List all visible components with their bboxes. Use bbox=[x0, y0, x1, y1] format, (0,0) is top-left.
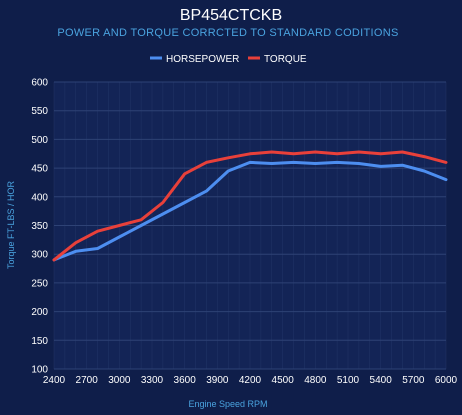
x-tick-label: 4800 bbox=[304, 375, 327, 386]
grid bbox=[53, 81, 447, 370]
x-tick-label: 3900 bbox=[206, 375, 229, 386]
y-tick-label: 300 bbox=[31, 250, 48, 261]
x-tick-label: 5100 bbox=[337, 375, 360, 386]
y-tick-label: 600 bbox=[31, 78, 48, 89]
x-tick-label: 3600 bbox=[174, 375, 197, 386]
series-line-torque bbox=[52, 150, 448, 262]
x-tick-label: 4200 bbox=[239, 375, 262, 386]
y-tick-label: 150 bbox=[31, 336, 48, 347]
series-line-horsepower bbox=[52, 160, 448, 262]
chart-title: BP454CTCKB bbox=[180, 7, 282, 24]
y-axis-title: Torque FT-LBS / HOR bbox=[6, 180, 16, 269]
y-tick-label: 450 bbox=[31, 164, 48, 175]
legend-label-torque: TORQUE bbox=[264, 54, 307, 65]
x-tick-label: 2700 bbox=[76, 375, 99, 386]
x-tick-label: 5400 bbox=[370, 375, 393, 386]
y-tick-label: 500 bbox=[31, 135, 48, 146]
x-axis: 2400 2700 3000 3300 3600 3900 4200 4500 4800 5100… bbox=[43, 375, 458, 386]
y-tick-label: 550 bbox=[31, 106, 48, 117]
legend: HORSEPOWER TORQUE bbox=[150, 54, 307, 65]
legend-label-horsepower: HORSEPOWER bbox=[166, 54, 239, 65]
series-lines bbox=[52, 150, 448, 262]
y-tick-label: 350 bbox=[31, 221, 48, 232]
x-axis-title: Engine Speed RPM bbox=[188, 399, 267, 409]
y-tick-label: 400 bbox=[31, 192, 48, 203]
x-tick-label: 2400 bbox=[43, 375, 66, 386]
x-tick-label: 3000 bbox=[108, 375, 131, 386]
y-axis: 100 150 200 250 300 350 400 450 500 550 600 bbox=[31, 78, 48, 376]
y-tick-label: 250 bbox=[31, 278, 48, 289]
y-tick-label: 200 bbox=[31, 307, 48, 318]
x-tick-label: 3300 bbox=[141, 375, 164, 386]
y-tick-label: 100 bbox=[31, 365, 48, 376]
chart-subtitle: POWER AND TORQUE CORRCTED TO STANDARD CO… bbox=[57, 27, 398, 39]
x-tick-label: 4500 bbox=[272, 375, 295, 386]
x-tick-label: 5700 bbox=[402, 375, 425, 386]
x-tick-label: 6000 bbox=[435, 375, 458, 386]
